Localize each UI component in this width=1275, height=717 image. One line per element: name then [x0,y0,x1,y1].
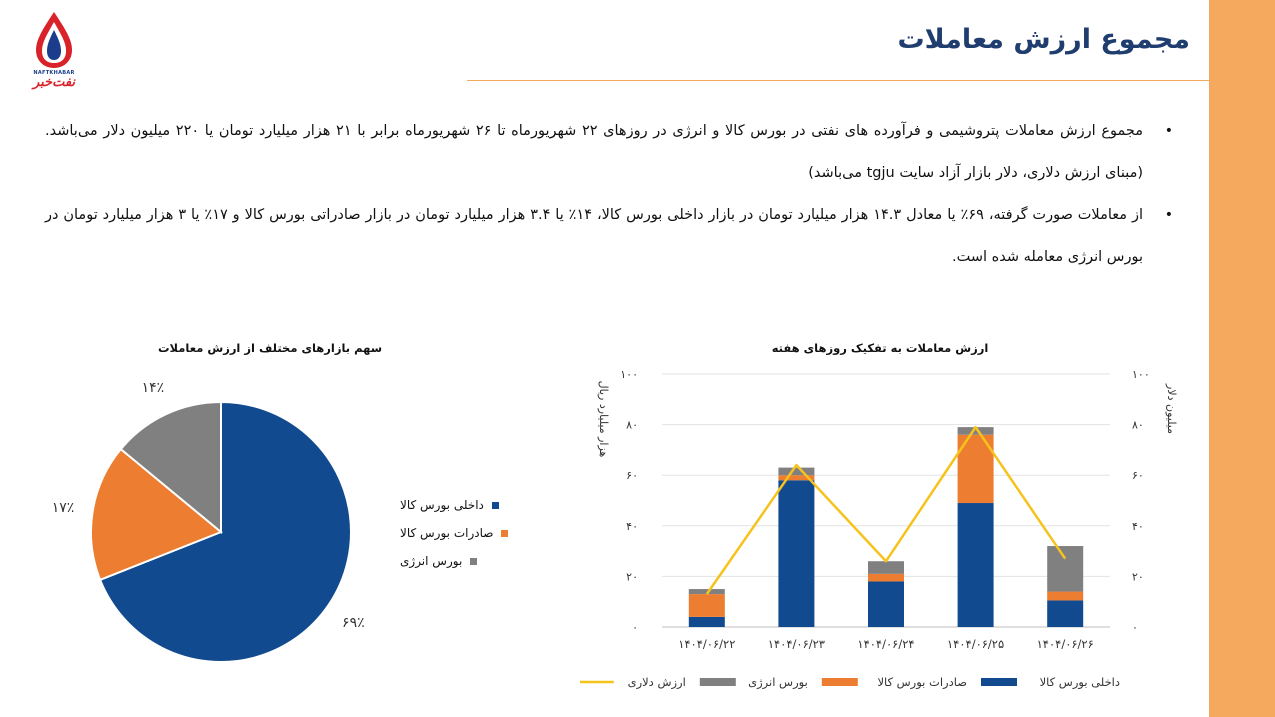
bar-segment [688,616,725,627]
y-tick-label: ۸۰ [626,419,638,432]
y-tick-label: ۱۰۰ [620,368,638,381]
bar-segment [1047,600,1084,627]
y2-tick-label: ۱۰۰ [1132,368,1150,381]
pie-chart: ۶۹٪ ۱۷٪ ۱۴٪ [52,380,365,663]
bar-segment [688,594,725,617]
pie-legend-item: داخلی بورس کالا [400,498,499,512]
logo-persian-text: نفت‌خبر [32,75,76,90]
y-axis-title: هزار میلیارد ریال [597,381,610,458]
legend-label: صادرات بورس کالا [400,526,494,540]
y2-axis-title: میلیون دلار [1165,383,1178,434]
pie-slice [90,447,223,582]
bullet-list: • مجموع ارزش معاملات پتروشیمی و فرآورده … [45,110,1175,278]
accent-side-strip [1209,0,1275,717]
pie-legend-item: بورس انرژی [400,554,478,568]
dollar-value-line [705,425,1067,595]
bar-segment [1047,591,1084,601]
y-tick-label: ۰ [632,621,638,634]
bar-legend-swatch [821,678,858,686]
bullet-item: • از معاملات صورت گرفته، ۶۹٪ یا معادل ۱۴… [45,194,1175,278]
pie-chart-title: سهم بازارهای مختلف از ارزش معاملات [157,341,383,355]
bullet-text: مجموع ارزش معاملات پتروشیمی و فرآورده ها… [45,123,1143,181]
bar-segment [688,589,725,595]
bar-segment [957,427,994,435]
flame-logo-icon [36,12,72,68]
bar-legend-label: بورس انرژی [748,675,808,690]
pie-slice [98,400,352,663]
bar-segment [868,561,904,574]
bar-legend-label: ارزش دلاری [628,675,686,690]
bar-segment [1047,546,1084,592]
x-tick-label: ۱۴۰۴/۰۶/۲۴ [857,637,914,651]
pie-slice-label: ۱۴٪ [142,380,165,396]
y2-tick-label: ۴۰ [1132,520,1144,533]
y2-tick-label: ۸۰ [1132,419,1144,432]
y-tick-label: ۲۰ [626,570,638,583]
bullet-dot-icon: • [1164,123,1173,139]
bar-segment [778,467,815,476]
bar-legend-swatch [699,678,736,686]
logo-latin-text: NAFTKHABAR [33,70,75,76]
bar-segment [868,581,904,627]
pie-slice-label: ۶۹٪ [342,615,365,631]
legend-swatch [470,557,478,565]
pie-slice-label: ۱۷٪ [52,500,75,516]
bar-chart: ۰ ۲۰ ۴۰ ۶۰ ۸۰ ۱۰۰ ۰ ۲۰ ۴۰ ۶۰ ۸۰ ۱۰۰ هزار میلیارد ریا… [580,368,1178,690]
bar-legend-swatch [981,678,1017,686]
bar-segment [957,503,994,627]
page-title: مجموع ارزش معاملات [897,24,1191,55]
y-tick-label: ۴۰ [626,520,638,533]
legend-label: داخلی بورس کالا [400,498,484,512]
y2-tick-label: ۲۰ [1132,570,1144,583]
bar-segment [778,475,815,481]
logo: NAFTKHABAR نفت‌خبر [24,10,84,90]
y2-tick-label: ۰ [1132,621,1138,634]
y2-tick-label: ۶۰ [1132,469,1144,482]
title-divider [467,80,1209,81]
bar-chart-title: ارزش معاملات به تفکیک روزهای هفته [771,341,989,355]
legend-swatch [501,529,509,537]
x-tick-label: ۱۴۰۴/۰۶/۲۳ [768,637,825,651]
y-tick-label: ۶۰ [626,469,638,482]
pie-slice [119,400,222,535]
bullet-item: • مجموع ارزش معاملات پتروشیمی و فرآورده … [45,110,1175,194]
bar-legend-label: صادرات بورس کالا [877,675,967,690]
legend-label: بورس انرژی [400,554,463,568]
bar-legend-label: داخلی بورس کالا [1040,675,1120,690]
bar-segment [778,480,815,627]
x-tick-label: ۱۴۰۴/۰۶/۲۵ [947,637,1004,651]
bullet-text: از معاملات صورت گرفته، ۶۹٪ یا معادل ۱۴.۳… [45,207,1143,265]
bar-segment [868,573,904,582]
x-tick-label: ۱۴۰۴/۰۶/۲۲ [678,637,735,651]
bullet-dot-icon: • [1164,207,1173,223]
legend-swatch [491,501,499,509]
pie-legend-item: صادرات بورس کالا [400,526,509,540]
x-tick-label: ۱۴۰۴/۰۶/۲۶ [1037,637,1094,651]
